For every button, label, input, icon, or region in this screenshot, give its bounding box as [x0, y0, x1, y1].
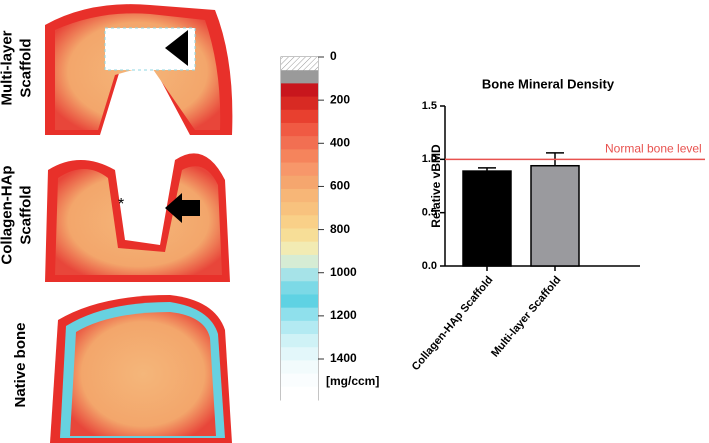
colorbar-tick-label: 600: [330, 179, 350, 193]
colorbar-segment: [281, 215, 318, 229]
colorbar-segment: [281, 175, 318, 190]
colorbar-segment: [281, 294, 318, 309]
colorbar-segment: [281, 347, 318, 361]
colorbar-segment: [281, 334, 318, 348]
colorbar-tick-label: 200: [330, 92, 350, 106]
panel-image: *: [40, 147, 238, 282]
colorbar-segment: [281, 228, 318, 243]
colorbar-tick-label: 1200: [330, 308, 357, 322]
panel-label: Scaffold: [17, 38, 34, 97]
panel-label: Scaffold: [17, 185, 34, 244]
colorbar-tick-label: 1000: [330, 265, 357, 279]
y-tick-label: 0.0: [422, 260, 437, 272]
colorbar-segment: [281, 162, 318, 177]
colorbar-segment: [281, 149, 318, 164]
error-bar: [478, 167, 496, 172]
y-tick-label: 0.5: [422, 207, 437, 219]
annotation-marker: *: [118, 196, 124, 213]
colorbar-segment: [281, 70, 318, 84]
reference-label: Normal bone level: [605, 142, 702, 156]
colorbar-segment: [281, 96, 318, 111]
colorbar-segment: [281, 268, 318, 282]
y-tick-label: 1.5: [422, 100, 437, 112]
colorbar-unit: [mg/ccm]: [326, 374, 379, 388]
colorbar-segment: [281, 57, 318, 71]
y-tick-label: 1.0: [422, 153, 437, 165]
colorbar-segment: [281, 109, 318, 124]
colorbar-segment: [281, 254, 318, 269]
bar: [462, 170, 512, 267]
panel-label: Multi-layer: [0, 30, 15, 105]
bar: [530, 164, 580, 267]
panel-label: Native bone: [12, 322, 29, 407]
x-tick-label: Multi-layer Scaffold: [489, 274, 563, 359]
colorbar-segment: [281, 122, 318, 137]
colorbar-segment: [281, 241, 318, 256]
colorbar-tick-label: 400: [330, 135, 350, 149]
y-axis-label: Relative vBMD: [429, 144, 443, 228]
colorbar-segment: [281, 360, 318, 375]
colorbar-tick-label: 0: [330, 49, 337, 63]
colorbar-tick-label: 1400: [330, 351, 357, 365]
panel-label: Collagen-HAp: [0, 165, 15, 264]
colorbar-segment: [281, 281, 318, 295]
panel-image: [40, 0, 238, 135]
panel-image: [40, 288, 238, 443]
colorbar-segment: [281, 307, 318, 322]
colorbar-segment: [281, 320, 318, 335]
x-tick-label: Collagen-HAp Scaffold: [410, 274, 496, 373]
colorbar-segment: [281, 188, 318, 203]
colorbar-segment: [281, 136, 318, 150]
colorbar-segment: [281, 386, 318, 401]
chart-title: Bone Mineral Density: [482, 76, 615, 91]
colorbar-tick-label: 800: [330, 222, 350, 236]
colorbar-segment: [281, 202, 318, 216]
colorbar-segment: [281, 83, 318, 98]
colorbar-segment: [281, 373, 318, 388]
